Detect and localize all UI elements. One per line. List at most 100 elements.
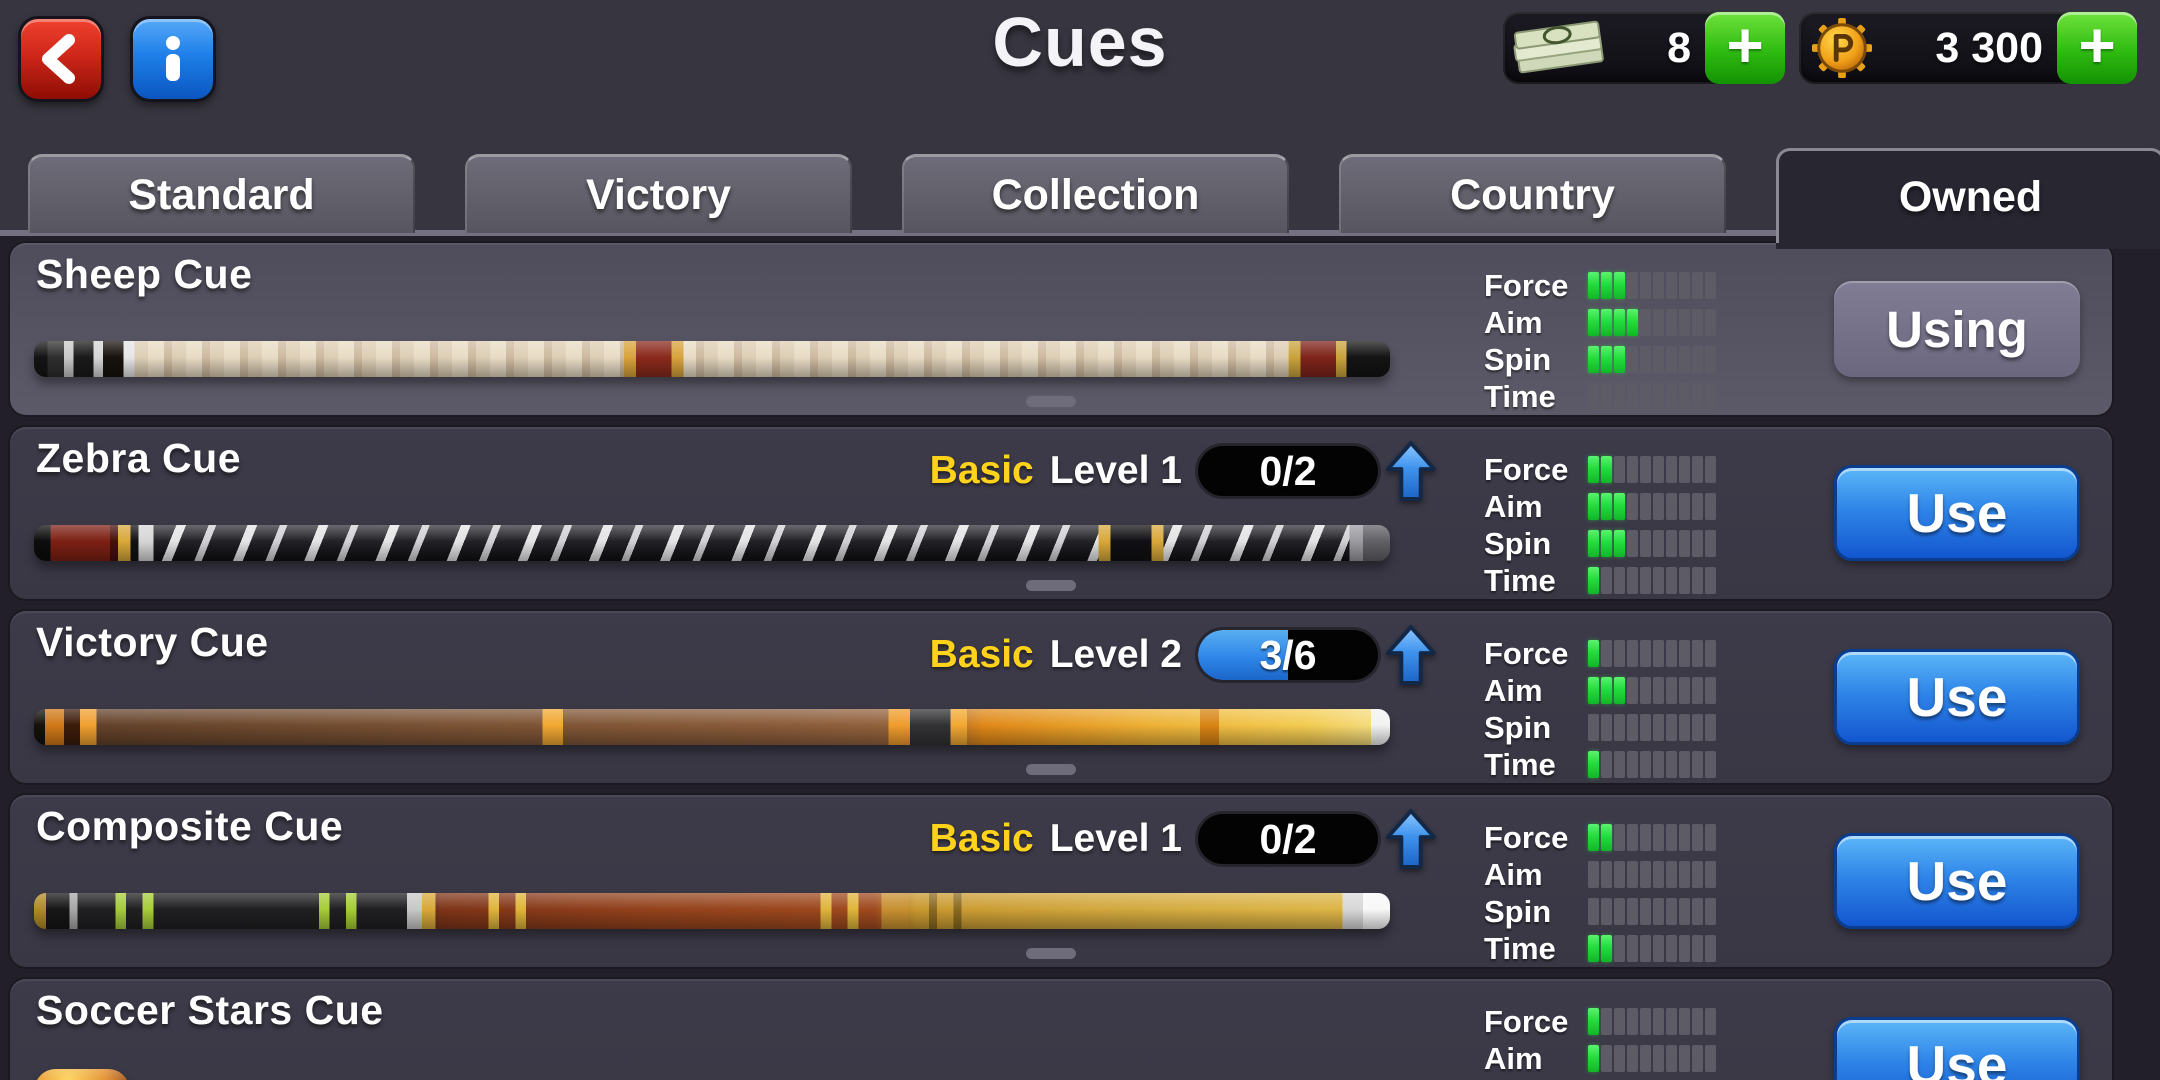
cash-icon xyxy=(1513,20,1604,74)
stat-segment xyxy=(1601,309,1612,336)
stat-aim: Aim xyxy=(1484,1040,1716,1077)
stat-segment xyxy=(1588,567,1599,594)
stat-label: Force xyxy=(1484,635,1569,671)
cue-image xyxy=(34,341,1390,377)
stat-segment xyxy=(1640,493,1651,520)
cue-upgrade-cluster: Basic Level 2 3/6 xyxy=(930,625,1438,685)
stat-segment xyxy=(1614,346,1625,373)
cue-row: Soccer Stars Cue Force Aim Use xyxy=(10,979,2112,1080)
stat-segment xyxy=(1614,898,1625,925)
stat-bar xyxy=(1588,935,1716,962)
back-button[interactable] xyxy=(18,16,104,102)
stat-segment xyxy=(1588,1045,1599,1072)
stat-segment xyxy=(1601,677,1612,704)
stat-segment xyxy=(1601,751,1612,778)
cue-name: Victory Cue xyxy=(36,619,269,665)
stat-segment xyxy=(1588,530,1599,557)
upgrade-progress-pill: 0/2 xyxy=(1198,814,1378,864)
stat-segment xyxy=(1692,346,1703,373)
add-coins-button[interactable]: + xyxy=(2057,12,2137,84)
tab-victory[interactable]: Victory xyxy=(465,154,852,233)
stat-segment xyxy=(1640,1008,1651,1035)
stat-label: Spin xyxy=(1484,341,1552,377)
cue-name: Sheep Cue xyxy=(36,251,253,297)
stat-segment xyxy=(1666,346,1677,373)
stat-segment xyxy=(1653,714,1664,741)
stat-label: Force xyxy=(1484,267,1569,303)
stat-segment xyxy=(1666,567,1677,594)
stat-segment xyxy=(1653,640,1664,667)
stat-force: Force xyxy=(1484,451,1716,488)
stat-segment xyxy=(1679,272,1690,299)
stat-segment xyxy=(1601,456,1612,483)
using-button[interactable]: Using xyxy=(1834,281,2080,377)
stat-bar xyxy=(1588,1008,1716,1035)
stat-segment xyxy=(1614,456,1625,483)
stat-segment xyxy=(1692,714,1703,741)
stat-segment xyxy=(1588,456,1599,483)
tab-standard[interactable]: Standard xyxy=(28,154,415,233)
stat-segment xyxy=(1627,640,1638,667)
stat-segment xyxy=(1601,824,1612,851)
tab-bar: Standard Victory Collection Country Owne… xyxy=(28,148,2160,243)
stat-segment xyxy=(1653,861,1664,888)
use-button[interactable]: Use xyxy=(1834,1017,2080,1080)
use-button[interactable]: Use xyxy=(1834,833,2080,929)
cue-stats: Force Aim Spin Time xyxy=(1484,819,1716,967)
stat-segment xyxy=(1627,567,1638,594)
upgrade-progress-text: 0/2 xyxy=(1259,447,1317,494)
cue-row: Sheep Cue Force Aim Spin Time Using xyxy=(10,243,2112,415)
stat-segment xyxy=(1705,898,1716,925)
stat-segment xyxy=(1679,824,1690,851)
stat-segment xyxy=(1588,640,1599,667)
stat-segment xyxy=(1614,567,1625,594)
stat-segment xyxy=(1692,456,1703,483)
tab-collection[interactable]: Collection xyxy=(902,154,1289,233)
stat-segment xyxy=(1653,751,1664,778)
upgrade-arrow-icon[interactable] xyxy=(1384,623,1438,687)
add-cash-button[interactable]: + xyxy=(1705,12,1785,84)
row-divider-dash xyxy=(1026,764,1076,775)
use-button[interactable]: Use xyxy=(1834,465,2080,561)
stat-label: Aim xyxy=(1484,672,1543,708)
stat-aim: Aim xyxy=(1484,672,1716,709)
stat-segment xyxy=(1627,1045,1638,1072)
stat-segment xyxy=(1705,530,1716,557)
stat-label: Aim xyxy=(1484,304,1543,340)
stat-segment xyxy=(1679,861,1690,888)
stat-segment xyxy=(1601,567,1612,594)
stat-segment xyxy=(1614,824,1625,851)
stat-segment xyxy=(1705,1045,1716,1072)
cue-tier-label: Basic xyxy=(929,817,1034,860)
stat-force: Force xyxy=(1484,1003,1716,1040)
stat-segment xyxy=(1601,640,1612,667)
cue-level-label: Level 1 xyxy=(1049,817,1182,860)
stat-bar xyxy=(1588,567,1716,594)
cue-row: Zebra Cue Basic Level 1 0/2 Force Aim Spin… xyxy=(10,427,2112,599)
upgrade-arrow-icon[interactable] xyxy=(1384,439,1438,503)
stat-bar xyxy=(1588,824,1716,851)
info-button[interactable] xyxy=(130,16,216,102)
stat-segment xyxy=(1666,1045,1677,1072)
upgrade-arrow-icon[interactable] xyxy=(1384,807,1438,871)
stat-aim: Aim xyxy=(1484,856,1716,893)
stat-bar xyxy=(1588,1045,1716,1072)
use-button[interactable]: Use xyxy=(1834,649,2080,745)
upgrade-progress-fill xyxy=(1198,630,1288,680)
tab-country[interactable]: Country xyxy=(1339,154,1726,233)
cue-list: Sheep Cue Force Aim Spin Time Using Zebra C… xyxy=(0,230,2160,1080)
stat-segment xyxy=(1692,1045,1703,1072)
stat-segment xyxy=(1601,530,1612,557)
stat-segment xyxy=(1666,530,1677,557)
back-chevron-icon xyxy=(42,34,75,84)
stat-segment xyxy=(1679,898,1690,925)
stat-segment xyxy=(1705,456,1716,483)
coins-value: 3 300 xyxy=(1935,23,2043,72)
cash-counter: 8 + xyxy=(1503,12,1785,84)
tab-label: Collection xyxy=(991,170,1200,219)
stat-bar xyxy=(1588,456,1716,483)
row-divider-dash xyxy=(1026,580,1076,591)
cue-stats: Force Aim xyxy=(1484,1003,1716,1077)
tab-owned[interactable]: Owned xyxy=(1776,148,2160,243)
stat-time: Time xyxy=(1484,562,1716,599)
